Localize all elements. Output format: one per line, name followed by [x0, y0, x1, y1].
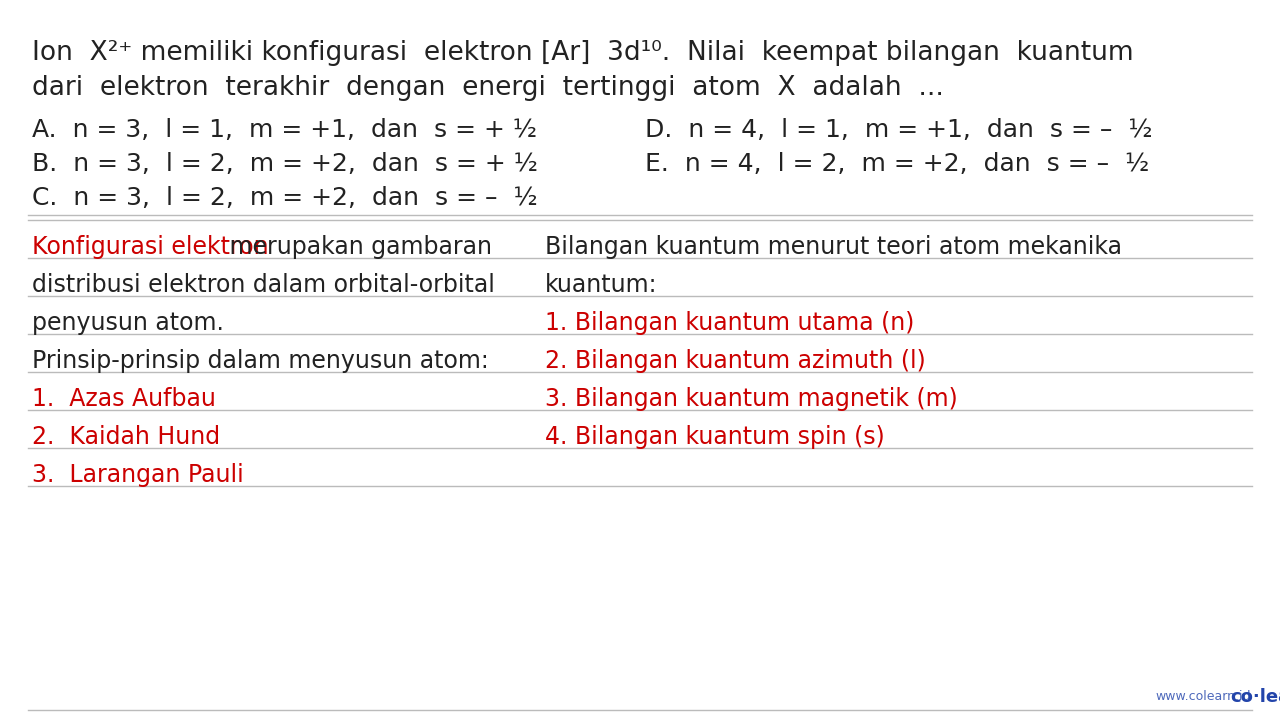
Text: D.  n = 4,  l = 1,  m = +1,  dan  s = –  ½: D. n = 4, l = 1, m = +1, dan s = – ½: [645, 118, 1152, 142]
Text: 1. Bilangan kuantum utama (n): 1. Bilangan kuantum utama (n): [545, 311, 914, 335]
Text: kuantum:: kuantum:: [545, 273, 658, 297]
Text: 1.  Azas Aufbau: 1. Azas Aufbau: [32, 387, 216, 411]
Text: www.colearn.id: www.colearn.id: [1155, 690, 1251, 703]
Text: C.  n = 3,  l = 2,  m = +2,  dan  s = –  ½: C. n = 3, l = 2, m = +2, dan s = – ½: [32, 186, 538, 210]
Text: Bilangan kuantum menurut teori atom mekanika: Bilangan kuantum menurut teori atom meka…: [545, 235, 1123, 259]
Text: Prinsip-prinsip dalam menyusun atom:: Prinsip-prinsip dalam menyusun atom:: [32, 349, 489, 373]
Text: E.  n = 4,  l = 2,  m = +2,  dan  s = –  ½: E. n = 4, l = 2, m = +2, dan s = – ½: [645, 152, 1149, 176]
Text: 3.  Larangan Pauli: 3. Larangan Pauli: [32, 463, 243, 487]
Text: B.  n = 3,  l = 2,  m = +2,  dan  s = + ½: B. n = 3, l = 2, m = +2, dan s = + ½: [32, 152, 538, 176]
Text: merupakan gambaran: merupakan gambaran: [221, 235, 492, 259]
Text: co·learn: co·learn: [1230, 688, 1280, 706]
Text: 2. Bilangan kuantum azimuth (l): 2. Bilangan kuantum azimuth (l): [545, 349, 925, 373]
Text: 2.  Kaidah Hund: 2. Kaidah Hund: [32, 425, 220, 449]
Text: A.  n = 3,  l = 1,  m = +1,  dan  s = + ½: A. n = 3, l = 1, m = +1, dan s = + ½: [32, 118, 538, 142]
Text: Konfigurasi elektron: Konfigurasi elektron: [32, 235, 269, 259]
Text: Ion  X²⁺ memiliki konfigurasi  elektron [Ar]  3d¹⁰.  Nilai  keempat bilangan  ku: Ion X²⁺ memiliki konfigurasi elektron [A…: [32, 40, 1134, 66]
Text: 3. Bilangan kuantum magnetik (m): 3. Bilangan kuantum magnetik (m): [545, 387, 957, 411]
Text: penyusun atom.: penyusun atom.: [32, 311, 224, 335]
Text: 4. Bilangan kuantum spin (s): 4. Bilangan kuantum spin (s): [545, 425, 884, 449]
Text: dari  elektron  terakhir  dengan  energi  tertinggi  atom  X  adalah  ...: dari elektron terakhir dengan energi ter…: [32, 75, 943, 101]
Text: distribusi elektron dalam orbital-orbital: distribusi elektron dalam orbital-orbita…: [32, 273, 495, 297]
